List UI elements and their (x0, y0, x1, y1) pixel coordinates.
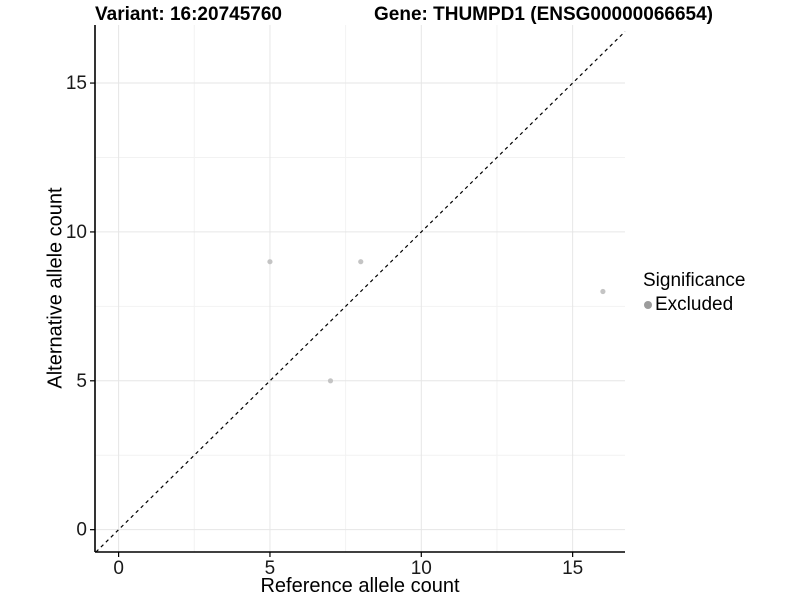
legend-title: Significance (643, 270, 746, 291)
y-tick-label: 5 (76, 371, 87, 392)
data-point (327, 378, 334, 384)
y-tick-label: 15 (66, 73, 87, 94)
excluded-point-icon (643, 301, 652, 309)
x-tick-label: 10 (411, 558, 432, 579)
identity-line (95, 31, 626, 553)
x-tick-label: 5 (265, 558, 276, 579)
x-axis-title: Reference allele count (260, 575, 460, 597)
legend: Significance Excluded (641, 270, 745, 316)
y-tick-label: 0 (76, 520, 87, 541)
legend-item-label: Excluded (655, 294, 734, 315)
x-tick-label: 0 (113, 558, 124, 579)
y-tick-label: 10 (66, 222, 87, 243)
data-point (267, 259, 273, 265)
variant-title: Variant: 16:20745760 (95, 4, 282, 25)
x-tick-label: 15 (562, 558, 583, 579)
legend-key (641, 299, 654, 312)
legend-item-excluded: Excluded (641, 294, 745, 316)
data-point (600, 288, 606, 295)
gene-title: Gene: THUMPD1 (ENSG00000066654) (374, 4, 713, 25)
data-point (358, 259, 364, 265)
